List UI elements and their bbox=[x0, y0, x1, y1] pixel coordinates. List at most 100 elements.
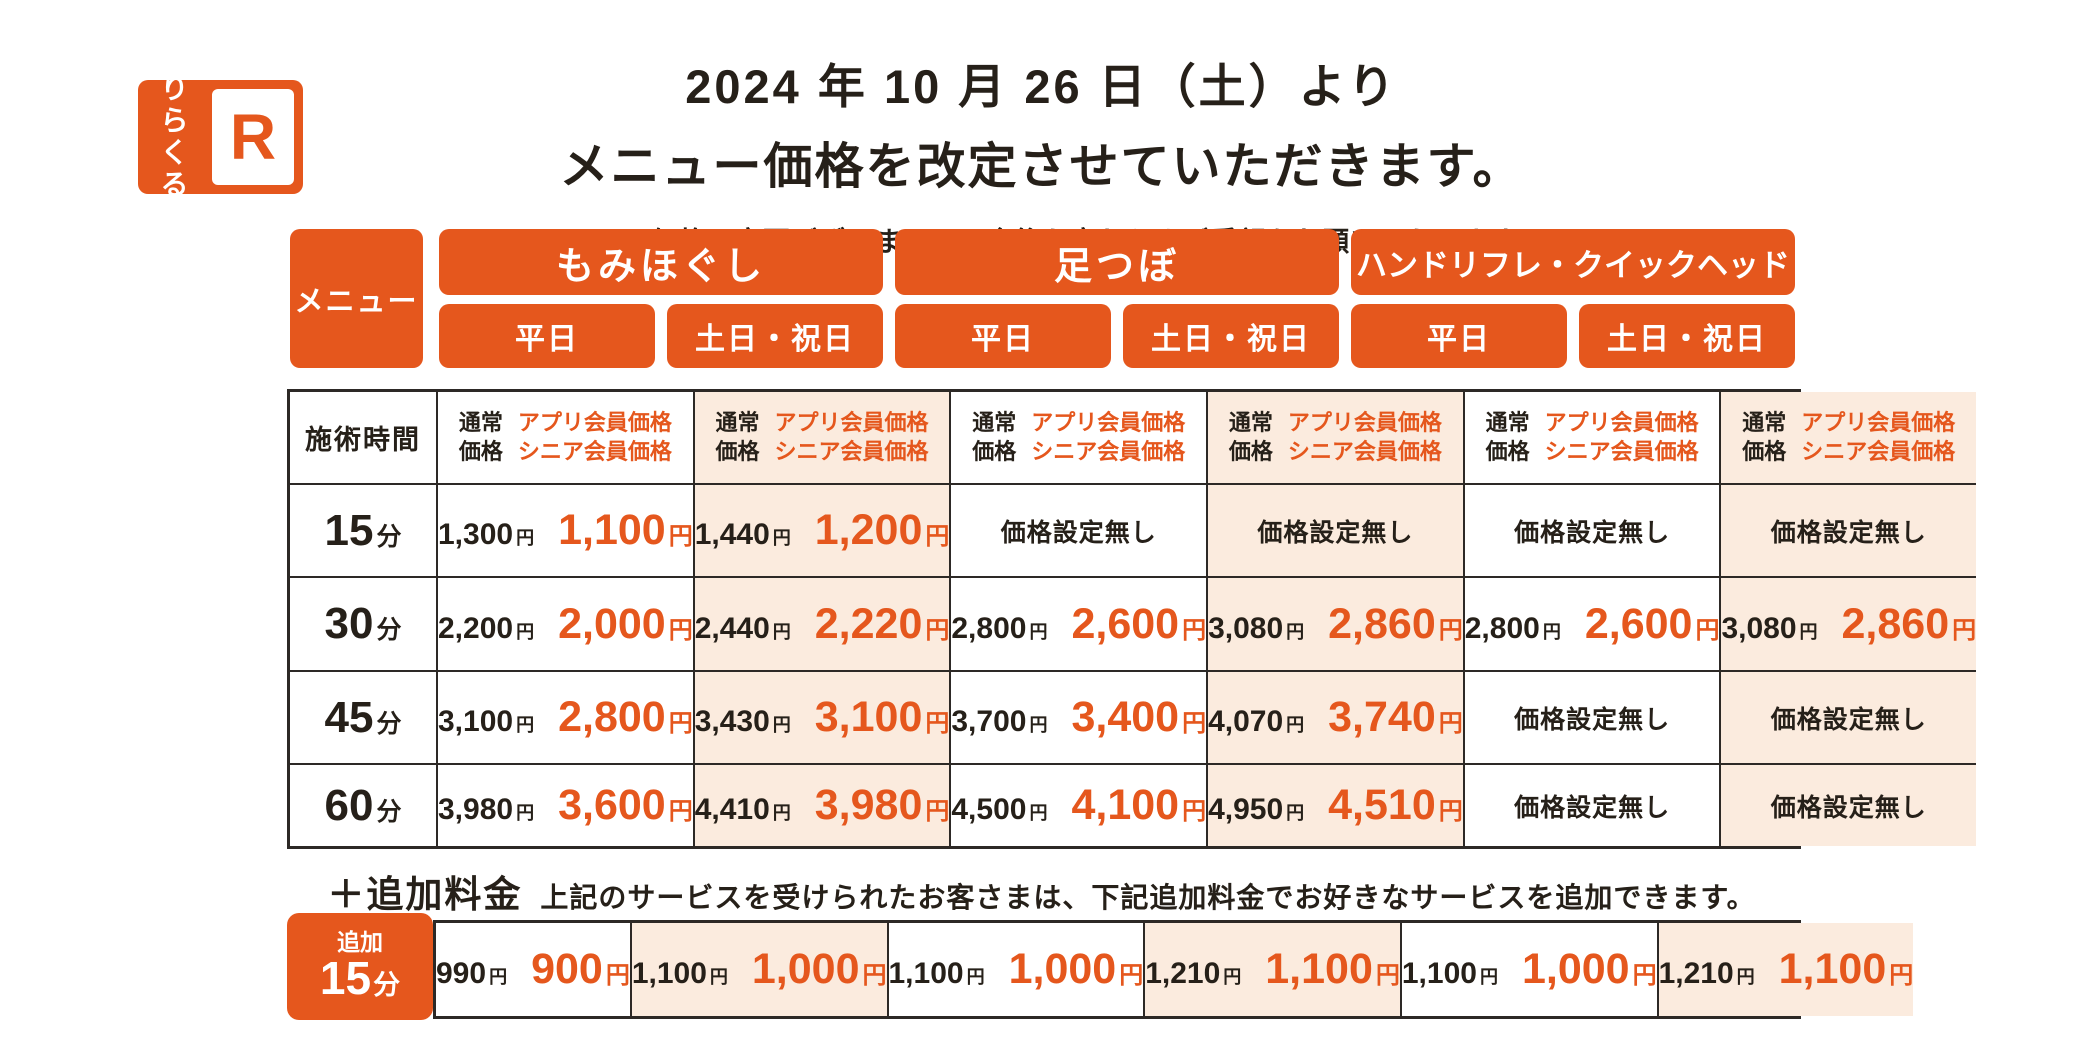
normal-price-value: 4,410 bbox=[694, 793, 770, 826]
price-cell: 1,300 円 1,100 円 bbox=[436, 483, 693, 576]
yen-suffix: 円 bbox=[1438, 616, 1463, 644]
price-cell: 2,440 円 2,220 円 bbox=[692, 576, 950, 670]
member-price: 900 円 bbox=[531, 945, 630, 994]
normal-price-label-l2: 価格 bbox=[1228, 438, 1273, 464]
price-cell: 4,410 円 3,980 円 bbox=[692, 763, 950, 846]
no-price-text: 価格設定無し bbox=[1000, 518, 1157, 547]
normal-price: 1,210 円 bbox=[1659, 957, 1755, 991]
price-pair: 3,980 円 3,600 円 bbox=[438, 781, 693, 830]
no-price-text: 価格設定無し bbox=[1257, 518, 1414, 547]
poster-title-line2: メニュー価格を改定させていただきます。 bbox=[559, 140, 1524, 194]
yen-suffix: 円 bbox=[772, 803, 791, 823]
normal-price-value: 3,080 bbox=[1208, 611, 1284, 645]
member-price-label-l1: アプリ会員価格 bbox=[1031, 409, 1186, 435]
member-price: 1,000 円 bbox=[1522, 945, 1657, 994]
rilakuru-logo: りら くる R bbox=[138, 73, 303, 200]
yen-suffix: 円 bbox=[925, 616, 950, 644]
member-price-value: 4,100 bbox=[1071, 781, 1180, 829]
normal-price: 1,300 円 bbox=[438, 518, 534, 552]
logo-r-mark: R bbox=[229, 101, 277, 173]
price-pair: 2,200 円 2,000 円 bbox=[438, 600, 693, 649]
member-price-value: 3,100 bbox=[814, 693, 923, 741]
member-price: 3,600 円 bbox=[558, 781, 693, 830]
member-price: 2,860 円 bbox=[1328, 600, 1463, 649]
yen-suffix: 円 bbox=[1438, 798, 1463, 825]
member-price-value: 3,600 bbox=[558, 781, 666, 829]
price-type-header-cell: 通常 価格 アプリ会員価格 シニア会員価格 bbox=[1206, 392, 1463, 483]
logo-text-line1: りら bbox=[160, 72, 192, 136]
member-price: 2,600 円 bbox=[1071, 600, 1206, 649]
price-pair: 1,100 円 1,000 円 bbox=[1402, 945, 1657, 994]
price-pair: 1,100 円 1,000 円 bbox=[889, 945, 1144, 994]
yen-suffix: 円 bbox=[1029, 715, 1048, 735]
time-cell: 30 分 bbox=[290, 576, 436, 670]
member-price-label-l1: アプリ会員価格 bbox=[1544, 409, 1699, 435]
price-type-header-cell: 通常 価格 アプリ会員価格 シニア会員価格 bbox=[1719, 392, 1977, 483]
normal-price-label: 通常 価格 bbox=[459, 409, 503, 466]
time-cell: 60 分 bbox=[290, 763, 436, 846]
normal-price-label: 通常 価格 bbox=[716, 409, 760, 466]
normal-price-value: 1,210 bbox=[1145, 957, 1221, 990]
normal-price: 3,430 円 bbox=[695, 705, 791, 739]
price-cell: 2,800 円 2,600 円 bbox=[1462, 576, 1720, 670]
member-price-label: アプリ会員価格 シニア会員価格 bbox=[775, 409, 929, 466]
price-type-header-cell: 通常 価格 アプリ会員価格 シニア会員価格 bbox=[436, 392, 693, 483]
no-price-text: 価格設定無し bbox=[1514, 705, 1671, 734]
member-price-value: 2,800 bbox=[558, 693, 666, 741]
normal-price: 3,080 円 bbox=[1208, 612, 1304, 646]
member-price-label-l2: シニア会員価格 bbox=[1287, 438, 1442, 464]
member-price-value: 3,400 bbox=[1071, 693, 1180, 741]
member-price-value: 1,200 bbox=[814, 506, 923, 554]
time-unit: 分 bbox=[376, 797, 402, 826]
day-header-label: 土日・祝日 bbox=[1607, 323, 1767, 356]
addon-time-badge: 追加 15 分 bbox=[287, 913, 433, 1020]
no-price-text: 価格設定無し bbox=[1770, 705, 1927, 734]
yen-suffix: 円 bbox=[1286, 621, 1305, 642]
yen-suffix: 円 bbox=[1889, 962, 1914, 989]
normal-price-label-l1: 通常 bbox=[972, 409, 1017, 435]
yen-suffix: 円 bbox=[1952, 616, 1977, 644]
addon-price-cell: 1,210 円 1,100 円 bbox=[1656, 923, 1914, 1016]
normal-price: 2,440 円 bbox=[695, 612, 791, 646]
member-price: 1,100 円 bbox=[1779, 945, 1914, 994]
price-pair: 3,100 円 2,800 円 bbox=[438, 693, 693, 742]
addon-price-cell: 1,210 円 1,100 円 bbox=[1143, 923, 1400, 1016]
member-price-label-l2: シニア会員価格 bbox=[1801, 438, 1956, 464]
member-price-value: 2,000 bbox=[558, 599, 666, 648]
normal-price: 1,100 円 bbox=[632, 957, 728, 991]
yen-suffix: 円 bbox=[1182, 616, 1207, 644]
day-header-weekday: 平日 bbox=[895, 304, 1111, 368]
yen-suffix: 円 bbox=[516, 621, 535, 642]
member-price-label-l1: アプリ会員価格 bbox=[1287, 409, 1442, 435]
addon-description: 上記のサービスを受けられたお客さまは、下記追加料金でお好きなサービスを追加できま… bbox=[540, 882, 1756, 913]
yen-suffix: 円 bbox=[1632, 962, 1657, 989]
price-pair: 2,800 円 2,600 円 bbox=[1465, 600, 1720, 649]
normal-price-value: 3,080 bbox=[1721, 611, 1797, 645]
member-price: 1,100 円 bbox=[558, 506, 693, 555]
member-price-value: 3,980 bbox=[814, 781, 923, 829]
no-price-cell: 価格設定無し bbox=[1719, 483, 1977, 576]
yen-suffix: 円 bbox=[1223, 967, 1242, 987]
yen-suffix: 円 bbox=[1286, 803, 1305, 823]
normal-price-label-l2: 価格 bbox=[972, 438, 1017, 464]
price-cell: 3,100 円 2,800 円 bbox=[436, 670, 693, 763]
yen-suffix: 円 bbox=[772, 528, 791, 548]
time-unit: 分 bbox=[376, 709, 402, 738]
normal-price-value: 2,800 bbox=[951, 611, 1027, 645]
normal-price: 1,100 円 bbox=[889, 957, 985, 991]
price-cell: 2,800 円 2,600 円 bbox=[949, 576, 1207, 670]
no-price-text: 価格設定無し bbox=[1514, 793, 1671, 822]
normal-price-label-l1: 通常 bbox=[715, 409, 760, 435]
member-price-label-l1: アプリ会員価格 bbox=[1801, 409, 1956, 435]
yen-suffix: 円 bbox=[1479, 967, 1498, 987]
day-header-label: 土日・祝日 bbox=[695, 323, 855, 356]
price-pair: 4,070 円 3,740 円 bbox=[1208, 693, 1463, 742]
normal-price: 4,070 円 bbox=[1208, 705, 1304, 739]
category-label: もみほぐし bbox=[555, 245, 766, 288]
normal-price-value: 2,440 bbox=[694, 611, 770, 645]
menu-header-label: メニュー bbox=[294, 285, 419, 318]
time-value: 30 bbox=[324, 599, 374, 648]
member-price: 4,510 円 bbox=[1328, 781, 1463, 830]
time-cell: 45 分 bbox=[290, 670, 436, 763]
